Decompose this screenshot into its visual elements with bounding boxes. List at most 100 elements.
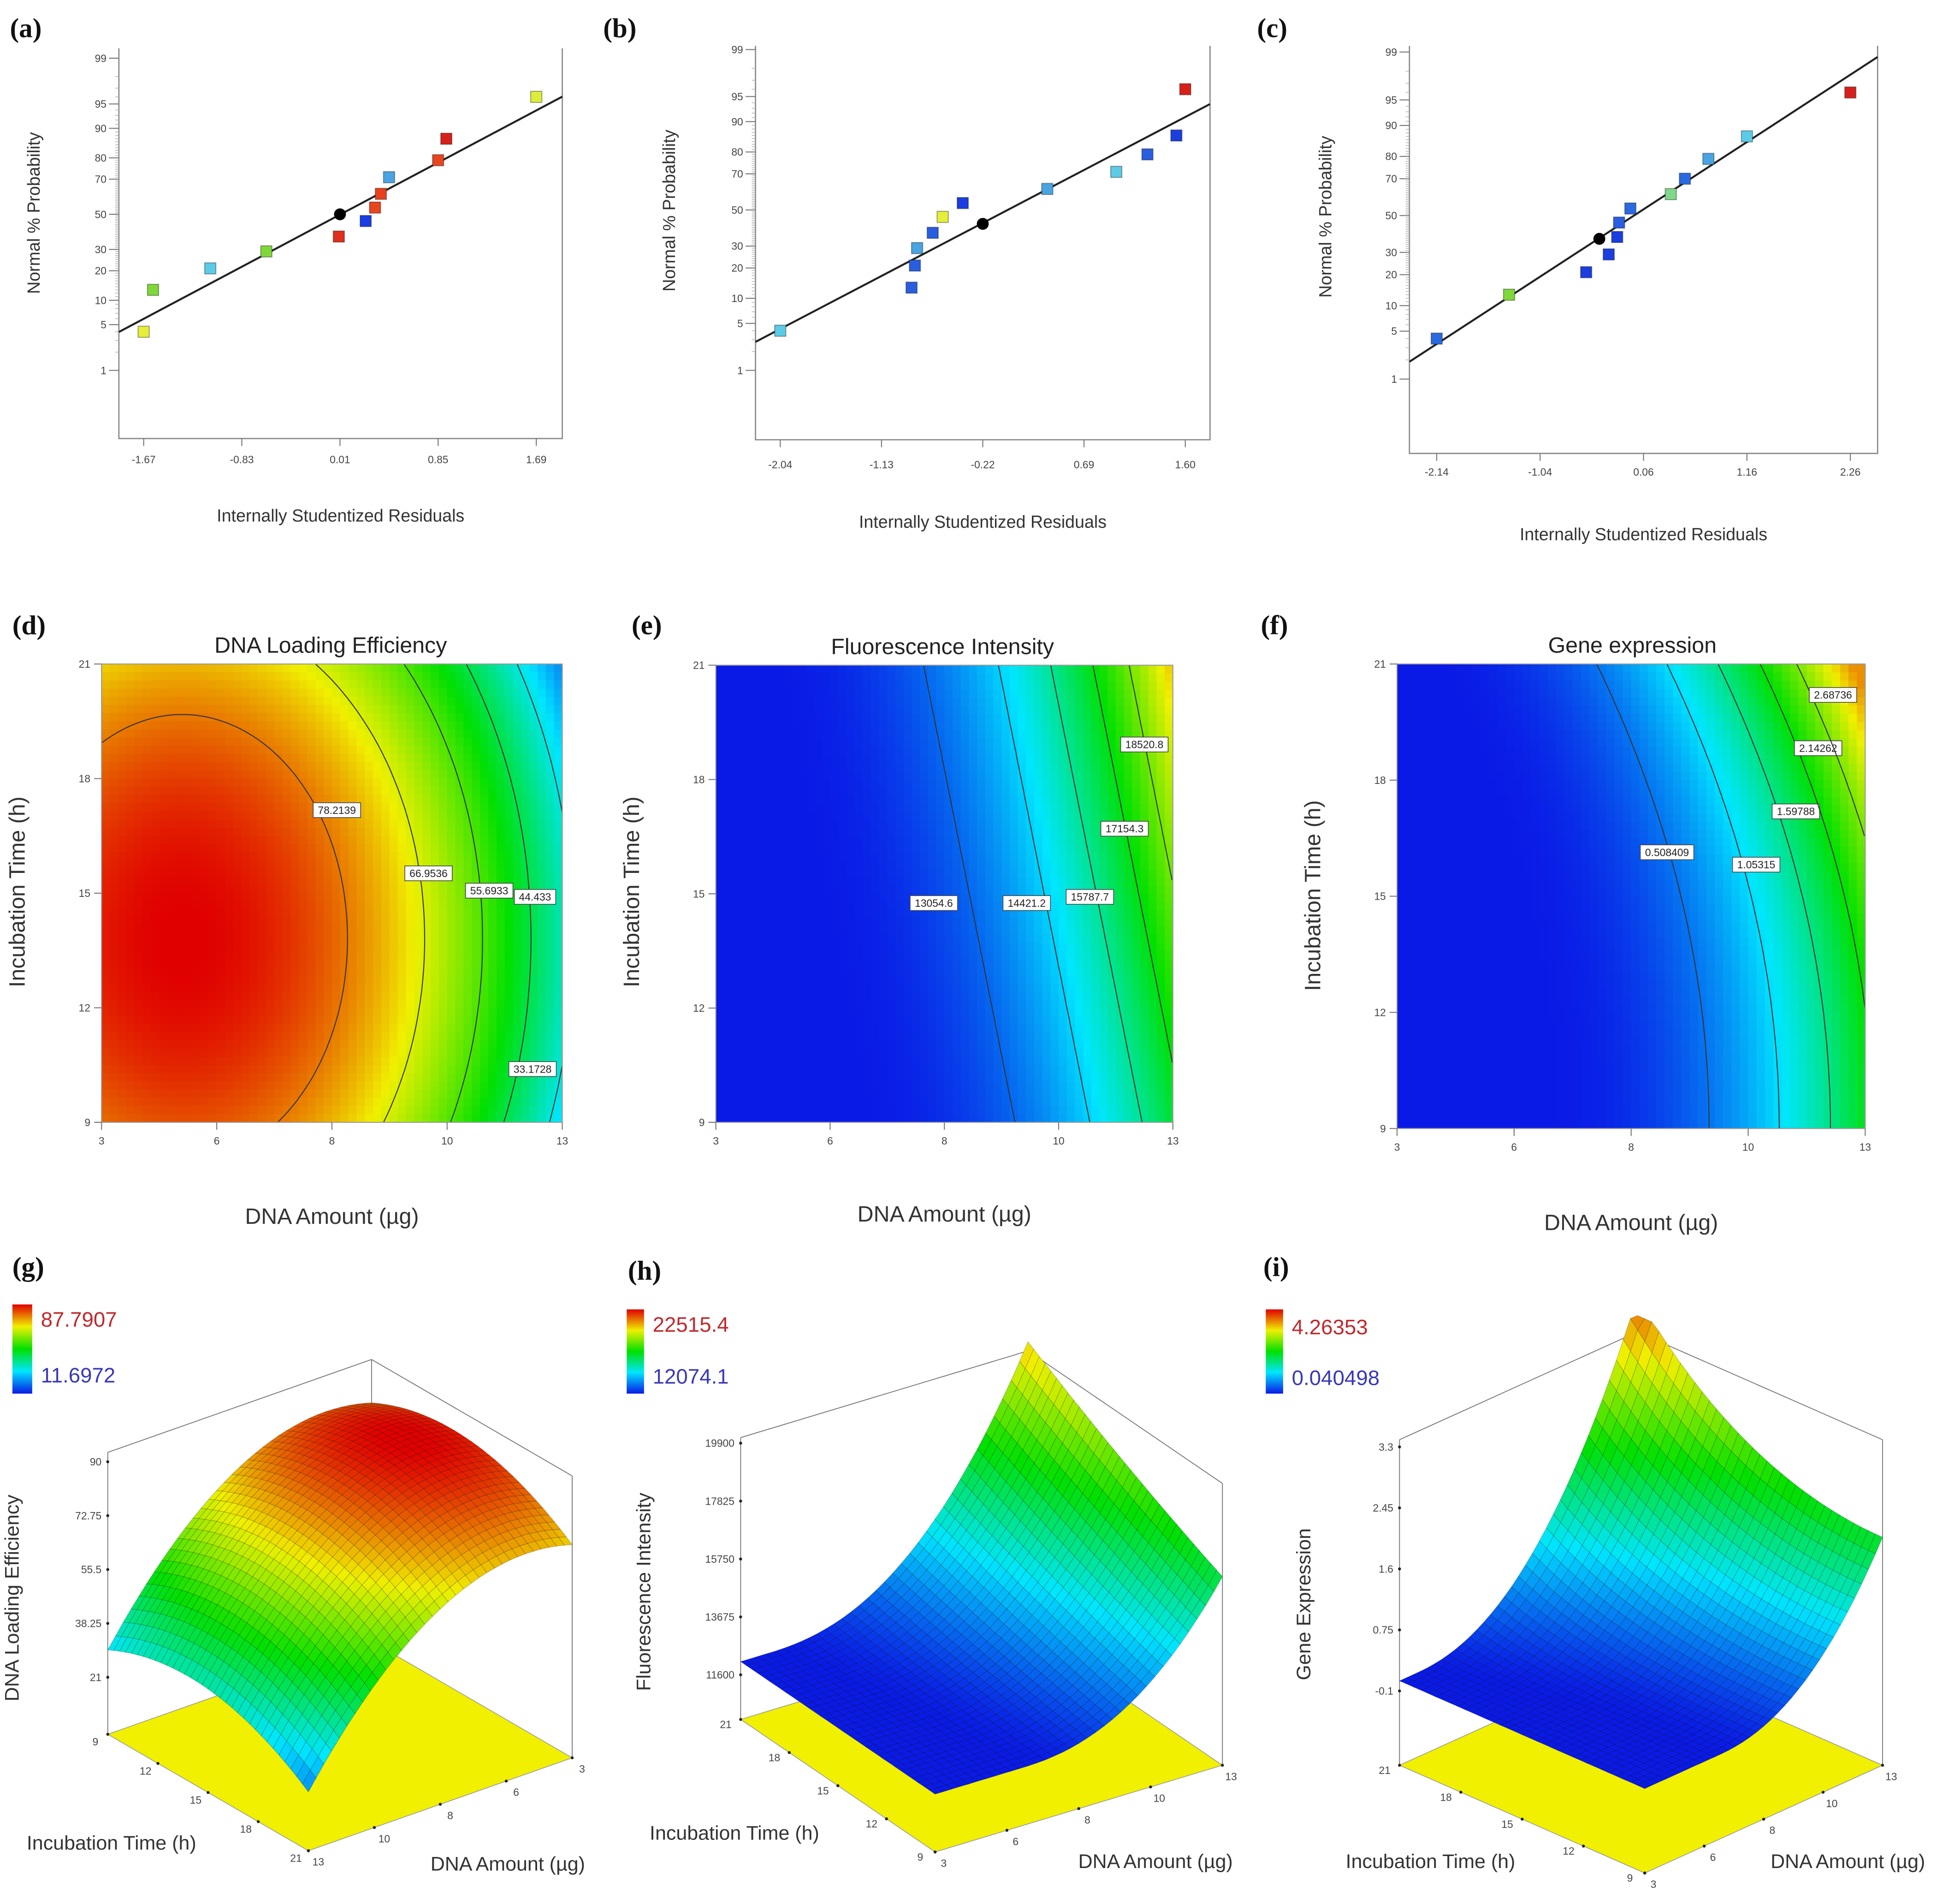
heatmap-cell (175, 975, 185, 984)
heatmap-cell (110, 680, 119, 689)
heatmap-cell (480, 918, 489, 927)
heatmap-cell (887, 689, 896, 699)
heatmap-cell (879, 1000, 888, 1009)
heatmap-cell (241, 999, 251, 1008)
heatmap-cell (307, 991, 316, 1001)
heatmap-cell (340, 918, 349, 927)
heatmap-cell (447, 803, 456, 813)
y-tick-label: 95 (1385, 94, 1397, 106)
heatmap-cell (805, 1090, 815, 1099)
heatmap-cell (315, 729, 325, 739)
heatmap-cell (200, 680, 209, 689)
heatmap-cell (151, 827, 160, 837)
heatmap-cell (274, 942, 284, 951)
heatmap-cell (431, 1073, 440, 1082)
heatmap-cell (241, 1056, 251, 1066)
heatmap-cell (870, 682, 880, 691)
contour-label: 33.1728 (508, 1061, 557, 1077)
heatmap-cell (757, 894, 766, 903)
heatmap-cell (381, 754, 391, 763)
heatmap-cell (740, 1008, 750, 1017)
heatmap-cell (472, 844, 481, 853)
heatmap-cell (118, 893, 127, 902)
heatmap-cell (381, 746, 391, 755)
heatmap-cell (480, 1097, 489, 1107)
heatmap-cell (870, 983, 880, 993)
heatmap-cell (538, 664, 547, 673)
heatmap-cell (830, 665, 839, 674)
heatmap-cell (233, 1024, 243, 1033)
heatmap-cell (504, 999, 514, 1008)
heatmap-cell (101, 999, 111, 1008)
heatmap-cell (299, 672, 308, 682)
heatmap-cell (241, 1097, 251, 1107)
heatmap-cell (521, 770, 530, 780)
heatmap-cell (447, 1056, 456, 1066)
heatmap-cell (903, 1032, 913, 1042)
heatmap-cell (895, 763, 905, 772)
heatmap-cell (781, 828, 790, 837)
heatmap-cell (389, 852, 399, 861)
heatmap-cell (554, 721, 562, 730)
heatmap-cell (249, 1049, 259, 1058)
heatmap-cell (797, 1016, 806, 1026)
heatmap-cell (740, 918, 750, 927)
heatmap-cell (538, 934, 547, 943)
heatmap-cell (134, 713, 144, 722)
heatmap-cell (134, 729, 144, 739)
heatmap-cell (381, 983, 391, 992)
heatmap-cell (724, 706, 733, 715)
heatmap-cell (748, 951, 758, 960)
heatmap-cell (496, 836, 506, 845)
heatmap-cell (365, 811, 374, 820)
heatmap-cell (789, 1073, 799, 1082)
heatmap-cell (545, 787, 555, 796)
heatmap-cell (266, 688, 275, 698)
heatmap-cell (822, 722, 831, 731)
heatmap-cell (781, 1008, 790, 1017)
heatmap-cell (315, 770, 325, 780)
heatmap-cell (249, 893, 259, 902)
heatmap-cell (455, 795, 465, 804)
heatmap-cell (814, 918, 823, 927)
heatmap-cell (903, 877, 913, 887)
plot-title: DNA Loading Efficiency (214, 633, 447, 658)
heatmap-cell (838, 1057, 847, 1066)
heatmap-cell (340, 934, 349, 943)
heatmap-cell (365, 893, 374, 902)
heatmap-cell (258, 664, 267, 673)
heatmap-cell (126, 746, 136, 755)
heatmap-cell (282, 934, 292, 943)
heatmap-cell (903, 926, 913, 936)
heatmap-cell (732, 934, 741, 944)
heatmap-cell (814, 910, 823, 919)
heatmap-cell (513, 746, 522, 755)
heatmap-cell (757, 951, 766, 960)
heatmap-cell (863, 1040, 872, 1050)
heatmap-cell (887, 934, 896, 944)
heatmap-cell (373, 925, 382, 935)
heatmap-cell (151, 705, 160, 714)
heatmap-cell (463, 1073, 473, 1082)
heatmap-cell (365, 664, 374, 673)
heatmap-cell (887, 983, 896, 993)
heatmap-cell (797, 1000, 806, 1009)
heatmap-cell (381, 958, 391, 968)
heatmap-cell (208, 729, 218, 739)
heatmap-cell (159, 1049, 168, 1058)
heatmap-cell (225, 934, 234, 943)
heatmap-cell (814, 714, 823, 724)
heatmap-cell (167, 688, 177, 698)
heatmap-cell (748, 820, 758, 830)
heatmap-cell (389, 877, 399, 886)
heatmap-cell (422, 1073, 432, 1082)
heatmap-cell (373, 1040, 382, 1050)
heatmap-cell (895, 1024, 905, 1033)
heatmap-cell (903, 795, 913, 805)
heatmap-cell (773, 682, 782, 691)
heatmap-cell (217, 1089, 226, 1099)
heatmap-cell (324, 893, 333, 902)
heatmap-cell (324, 680, 333, 689)
heatmap-cell (118, 1024, 127, 1033)
